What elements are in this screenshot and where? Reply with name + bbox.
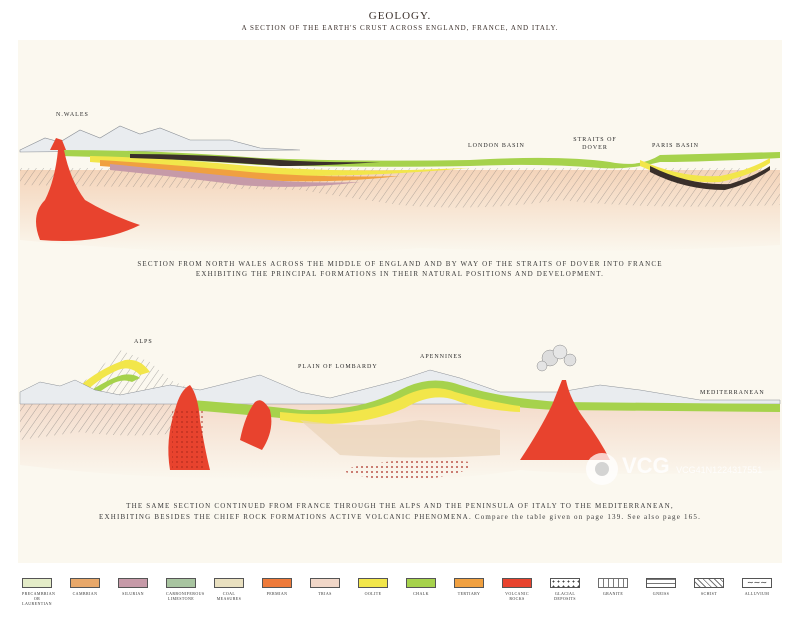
- hatching-icon: [694, 578, 724, 588]
- legend-swatch: [358, 578, 388, 588]
- legend-swatch: [454, 578, 484, 588]
- legend-item-coal-measures: COAL MEASURES: [214, 578, 244, 601]
- legend-label: GRANITE: [602, 591, 624, 596]
- legend-label: ALLUVIUM: [744, 591, 770, 596]
- legend: PRECAMBRIAN OR LAURENTIAN CAMBRIAN SILUR…: [22, 578, 782, 614]
- legend-label: PRECAMBRIAN OR LAURENTIAN: [22, 591, 56, 606]
- legend-item-cambrian: CAMBRIAN: [70, 578, 100, 596]
- label-alps: ALPS: [134, 339, 153, 345]
- page-title: GEOLOGY.: [368, 10, 432, 22]
- legend-item-volcanic: VOLCANIC ROCKS: [502, 578, 532, 601]
- top-cross-section: [19, 125, 780, 254]
- legend-label: CHALK: [413, 591, 429, 596]
- legend-item-precambrian: PRECAMBRIAN OR LAURENTIAN: [22, 578, 56, 606]
- watermark-id: VCG41N1224317551: [676, 465, 763, 475]
- waves-icon: ∼∼∼: [742, 578, 772, 588]
- legend-item-tertiary: TERTIARY: [454, 578, 484, 596]
- dots-icon: [550, 578, 580, 588]
- bottom-caption-line2: EXHIBITING BESIDES THE CHIEF ROCK FORMAT…: [98, 513, 702, 521]
- legend-label: GLACIAL DEPOSITS: [554, 591, 576, 601]
- label-plain-of-lombardy: PLAIN OF LOMBARDY: [298, 364, 378, 370]
- watermark-brand: VCG: [622, 453, 670, 478]
- legend-item-chalk: CHALK: [406, 578, 436, 596]
- label-straits-of-dover: STRAITS OF DOVER: [573, 137, 617, 151]
- legend-label: SCHIST: [700, 591, 718, 596]
- bottom-cross-section: [19, 344, 781, 481]
- legend-label: CAMBRIAN: [72, 591, 98, 596]
- page-subtitle: A SECTION OF THE EARTH'S CRUST ACROSS EN…: [241, 24, 559, 32]
- bottom-caption-line1: THE SAME SECTION CONTINUED FROM FRANCE T…: [126, 502, 674, 510]
- legend-label: COAL MEASURES: [216, 591, 242, 601]
- legend-swatch: [70, 578, 100, 588]
- legend-label: VOLCANIC ROCKS: [505, 591, 529, 601]
- legend-item-glacial: GLACIAL DEPOSITS: [550, 578, 580, 601]
- legend-label: GNEISS: [652, 591, 670, 596]
- legend-item-silurian: SILURIAN: [118, 578, 148, 596]
- legend-item-trias: TRIAS: [310, 578, 340, 596]
- legend-swatch: [262, 578, 292, 588]
- legend-item-alluvium: ∼∼∼ ALLUVIUM: [742, 578, 772, 596]
- legend-item-permian: PERMIAN: [262, 578, 292, 596]
- legend-label: CARBONIFEROUS LIMESTONE: [166, 591, 205, 601]
- legend-swatch: [118, 578, 148, 588]
- legend-swatch: [166, 578, 196, 588]
- legend-label: SILURIAN: [122, 591, 144, 596]
- legend-item-schist: SCHIST: [694, 578, 724, 596]
- label-mediterranean: MEDITERRANEAN: [700, 390, 765, 396]
- top-caption-line2: EXHIBITING THE PRINCIPAL FORMATIONS IN T…: [195, 270, 605, 278]
- watermark: VCG VCG41N1224317551: [582, 447, 792, 497]
- crosses-icon: [598, 578, 628, 588]
- legend-item-granite: GRANITE: [598, 578, 628, 596]
- legend-swatch: [310, 578, 340, 588]
- vcg-logo-icon: [586, 453, 618, 485]
- legend-label: TERTIARY: [457, 591, 481, 596]
- legend-label: PERMIAN: [266, 591, 288, 596]
- legend-item-carboniferous: CARBONIFEROUS LIMESTONE: [166, 578, 205, 601]
- legend-swatch: [22, 578, 52, 588]
- legend-item-gneiss: GNEISS: [646, 578, 676, 596]
- legend-item-oolite: OOLITE: [358, 578, 388, 596]
- legend-label: TRIAS: [318, 591, 332, 596]
- label-london-basin: LONDON BASIN: [468, 143, 525, 149]
- label-paris-basin: PARIS BASIN: [652, 143, 699, 149]
- label-apennines: APENNINES: [420, 354, 463, 360]
- dashes-icon: [646, 578, 676, 588]
- top-caption-line1: SECTION FROM NORTH WALES ACROSS THE MIDD…: [137, 260, 663, 268]
- legend-label: OOLITE: [364, 591, 382, 596]
- label-north-wales: N.WALES: [56, 112, 89, 118]
- legend-swatch: [214, 578, 244, 588]
- legend-swatch: [502, 578, 532, 588]
- legend-swatch: [406, 578, 436, 588]
